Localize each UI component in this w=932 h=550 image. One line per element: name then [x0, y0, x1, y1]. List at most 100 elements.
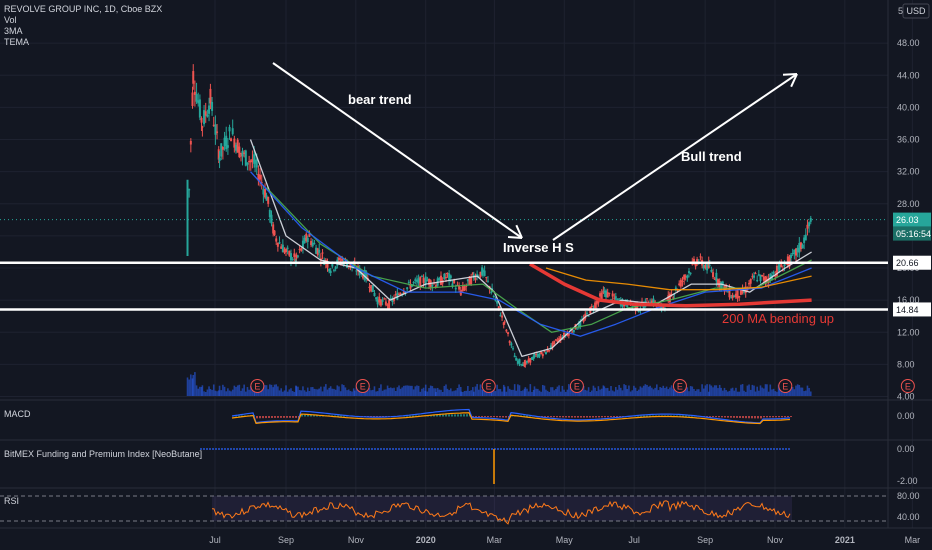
earnings-marker[interactable]: [250, 379, 265, 393]
earnings-marker[interactable]: [355, 379, 370, 393]
candle: [642, 304, 645, 309]
price-tick-label: 32.00: [897, 167, 920, 177]
last-price-badge[interactable]: [893, 212, 931, 227]
volume-bar: [623, 384, 625, 396]
symbol-title[interactable]: REVOLVE GROUP INC, 1D, Cboe BZX: [4, 4, 163, 14]
currency-box[interactable]: [902, 3, 930, 19]
candle: [721, 281, 724, 285]
bull-trend-arrow-head[interactable]: [782, 73, 798, 76]
macd-histogram-bar: [274, 416, 276, 418]
bear-trend-arrow-head[interactable]: [507, 236, 523, 239]
macd-histogram-bar: [709, 416, 711, 417]
earnings-marker[interactable]: [778, 379, 793, 393]
rsi-label[interactable]: RSI: [4, 496, 20, 506]
volume-bar: [796, 384, 799, 396]
trend-arrows[interactable]: [272, 62, 798, 241]
candle: [193, 91, 196, 95]
candle: [426, 280, 429, 282]
volume-bar: [302, 386, 304, 396]
volume-bar: [278, 390, 281, 396]
horizontal-levels[interactable]: [0, 219, 888, 311]
time-axis[interactable]: Jul Sep Nov 2020 Mar May Jul Sep Nov 2021 Mar: [209, 535, 920, 545]
volume-bar: [208, 386, 210, 396]
volume-bar: [733, 390, 736, 396]
macd-histogram-bar: [568, 416, 570, 418]
macd-histogram-bar: [238, 415, 240, 417]
macd-histogram-bar: [754, 416, 756, 419]
volume-bar: [479, 384, 482, 396]
candle: [272, 224, 275, 234]
bull-trend-arrow-head[interactable]: [790, 73, 798, 88]
candle: [518, 359, 521, 364]
volume-bar: [236, 385, 239, 396]
volume-bar: [740, 384, 742, 396]
volume-bar: [573, 389, 575, 396]
candle: [618, 298, 621, 300]
funding-label[interactable]: BitMEX Funding and Premium Index [NeoBut…: [4, 449, 203, 459]
macd-histogram-bar: [772, 416, 774, 418]
macd-histogram-bar: [610, 416, 612, 418]
resistance-badge[interactable]: [893, 255, 931, 270]
bull-trend-arrow[interactable]: [552, 73, 798, 241]
candle: [243, 152, 246, 155]
volume-bar: [582, 386, 585, 396]
volume-bar: [398, 385, 400, 396]
candle: [508, 340, 511, 343]
support-badge[interactable]: [893, 302, 931, 317]
volume-bar: [351, 391, 353, 396]
volume-bar: [512, 389, 514, 396]
earnings-marker[interactable]: [569, 379, 584, 393]
earnings-marker[interactable]: [672, 379, 687, 393]
earnings-marker[interactable]: [900, 379, 915, 393]
candle: [536, 353, 539, 358]
volume-bar: [491, 390, 493, 396]
volume-bar: [218, 385, 221, 396]
countdown-badge[interactable]: [893, 226, 931, 241]
macd-histogram-bar: [526, 415, 528, 417]
indicator-tema[interactable]: TEMA: [4, 37, 30, 47]
volume-bar: [527, 391, 530, 396]
ma200-label[interactable]: 200 MA bending up: [722, 311, 835, 326]
bear-trend-arrow[interactable]: [272, 62, 523, 239]
candle: [208, 105, 211, 114]
volume-bar: [628, 385, 630, 396]
bull-trend-label[interactable]: Bull trend: [681, 149, 742, 164]
candle: [796, 247, 799, 253]
macd-histogram-bar: [649, 415, 651, 417]
volume-bar: [297, 386, 299, 396]
volume-bar: [233, 385, 236, 396]
last-price-badge-text: 26.03: [896, 215, 919, 225]
macd-histogram-bar: [781, 416, 783, 418]
macd-histogram-bar: [748, 416, 750, 419]
volume-bar: [246, 387, 249, 396]
volume-bar: [788, 391, 791, 396]
candle: [206, 114, 209, 117]
volume-bar: [546, 390, 549, 396]
volume-bar: [780, 387, 783, 396]
candle: [225, 135, 228, 150]
macd-histogram-bar: [601, 416, 603, 418]
bear-trend-label[interactable]: bear trend: [348, 92, 412, 107]
bear-trend-arrow-head[interactable]: [515, 224, 523, 239]
volume-bar: [559, 391, 562, 396]
candle: [291, 258, 294, 260]
candle: [293, 253, 296, 258]
macd-label[interactable]: MACD: [4, 409, 31, 419]
candle: [499, 315, 502, 317]
indicator-3ma[interactable]: 3MA: [4, 26, 23, 36]
macd-histogram-bar: [580, 416, 582, 418]
candle: [406, 287, 409, 290]
candle: [308, 234, 311, 237]
price-axis[interactable]: 48.0044.0040.0036.0032.0028.0024.0020.00…: [893, 3, 931, 522]
inverse-hs-label[interactable]: Inverse H S: [503, 240, 574, 255]
earnings-marker[interactable]: [481, 379, 496, 393]
volume-bar: [204, 391, 207, 396]
macd-histogram-bar: [292, 416, 294, 418]
volume-bar: [357, 386, 359, 396]
indicator-vol[interactable]: Vol: [4, 15, 17, 25]
volume-bar: [265, 385, 268, 396]
volume-bar: [584, 389, 587, 396]
candle: [399, 293, 402, 295]
